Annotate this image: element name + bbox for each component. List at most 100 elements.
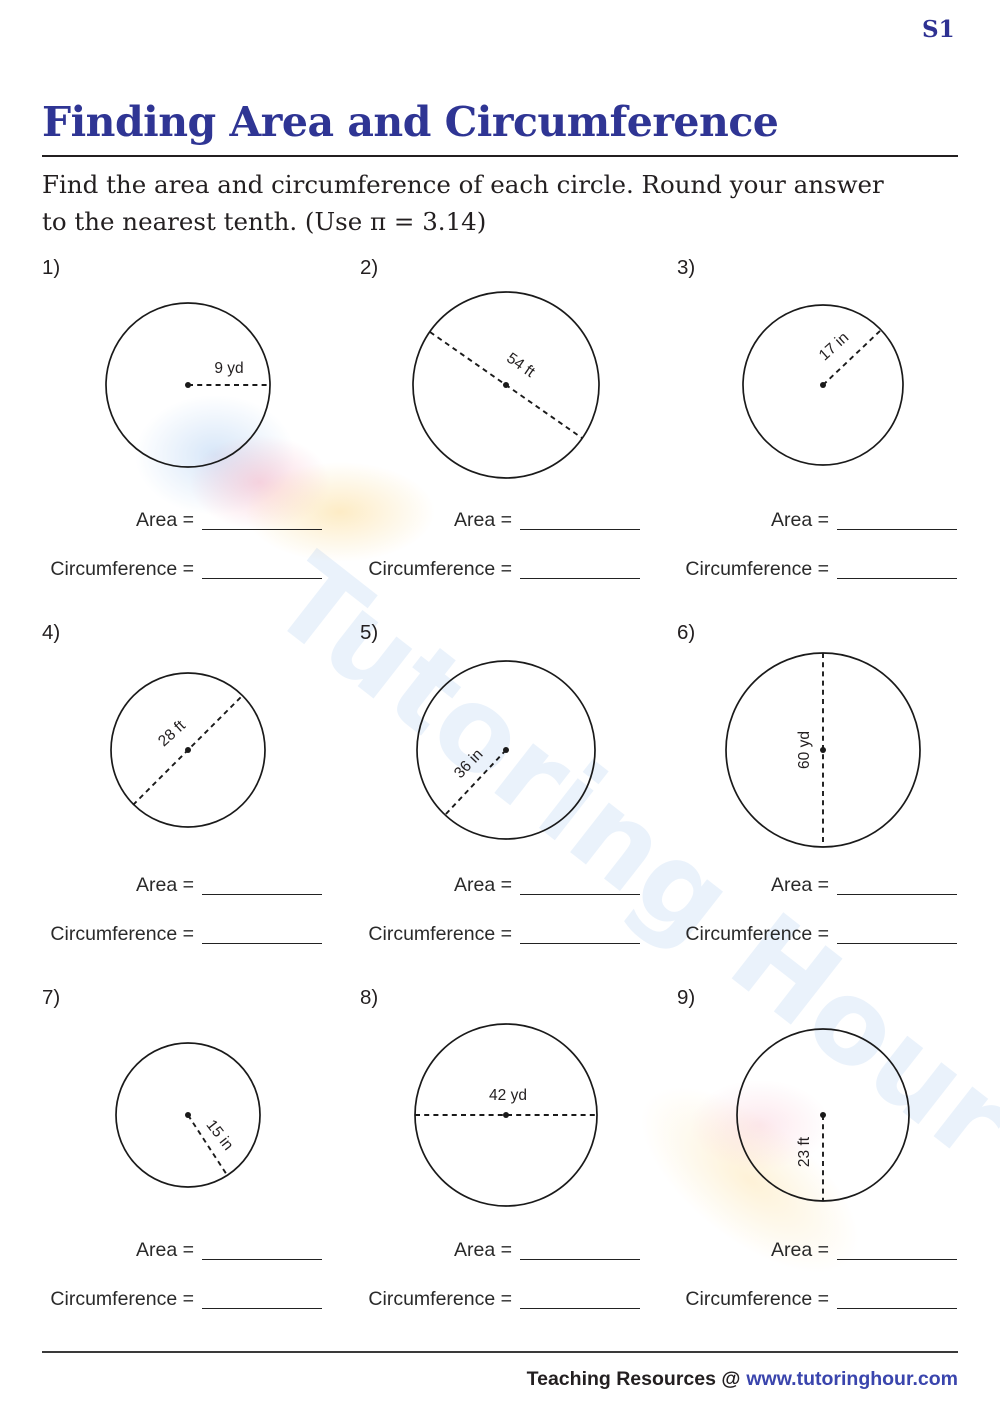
area-label: Area = <box>136 509 194 531</box>
circumference-row: Circumference = <box>348 557 640 581</box>
radius-line <box>444 749 507 816</box>
area-label: Area = <box>136 874 194 896</box>
area-label: Area = <box>454 874 512 896</box>
circle-outline <box>742 304 904 466</box>
area-answer-line <box>837 877 957 895</box>
area-row: Area = <box>348 873 640 897</box>
center-dot <box>503 747 509 753</box>
measurement-label: 9 yd <box>214 360 243 377</box>
circumference-row: Circumference = <box>30 922 322 946</box>
area-row: Area = <box>348 1238 640 1262</box>
area-row: Area = <box>30 873 322 897</box>
measurement-label: 28 ft <box>155 717 189 750</box>
problem-5: 5) 36 in Area = Circumference = <box>348 617 664 977</box>
circumference-label: Circumference = <box>685 923 829 945</box>
circumference-label: Circumference = <box>368 1288 512 1310</box>
problem-3-figure: 17 in <box>742 304 904 466</box>
problem-9-figure: 23 ft <box>736 1028 910 1202</box>
circle-outline <box>115 1042 261 1188</box>
circumference-answer-line <box>520 1291 640 1309</box>
area-label: Area = <box>771 874 829 896</box>
circumference-label: Circumference = <box>368 923 512 945</box>
area-answer-line <box>520 512 640 530</box>
circumference-row: Circumference = <box>665 557 957 581</box>
circumference-answer-line <box>202 1291 322 1309</box>
problem-3: 3) 17 in Area = Circumference = <box>665 252 981 612</box>
measurement-label: 36 in <box>451 746 487 782</box>
version-badge: S1 <box>922 16 955 43</box>
problem-3-number: 3) <box>677 256 696 279</box>
problem-4-number: 4) <box>42 621 61 644</box>
radius-line <box>822 329 882 386</box>
area-answer-line <box>837 1242 957 1260</box>
area-label: Area = <box>454 509 512 531</box>
problem-7-number: 7) <box>42 986 61 1009</box>
problem-5-number: 5) <box>360 621 379 644</box>
problem-4: 4) 28 ft Area = Circumference = <box>30 617 346 977</box>
problem-9-number: 9) <box>677 986 696 1009</box>
area-row: Area = <box>348 508 640 532</box>
footer-credit-text: Teaching Resources @ <box>526 1368 741 1390</box>
footer-website-link[interactable]: www.tutoringhour.com <box>746 1368 958 1390</box>
center-dot <box>185 1112 191 1118</box>
problem-8-figure: 42 yd <box>414 1023 598 1207</box>
circumference-label: Circumference = <box>368 558 512 580</box>
area-row: Area = <box>30 1238 322 1262</box>
problem-6-number: 6) <box>677 621 696 644</box>
problem-2: 2) 54 ft Area = Circumference = <box>348 252 664 612</box>
area-row: Area = <box>665 1238 957 1262</box>
circumference-row: Circumference = <box>665 922 957 946</box>
instructions-line-2: to the nearest tenth. (Use π = 3.14) <box>42 207 487 236</box>
circumference-row: Circumference = <box>30 557 322 581</box>
measurement-label: 17 in <box>816 329 852 364</box>
circumference-answer-line <box>202 561 322 579</box>
problem-8: 8) 42 yd Area = Circumference = <box>348 982 664 1342</box>
problem-4-figure: 28 ft <box>110 672 266 828</box>
problem-8-number: 8) <box>360 986 379 1009</box>
instructions-line-1: Find the area and circumference of each … <box>42 170 884 199</box>
circumference-answer-line <box>837 1291 957 1309</box>
circumference-answer-line <box>520 561 640 579</box>
area-label: Area = <box>771 509 829 531</box>
area-answer-line <box>202 1242 322 1260</box>
problem-2-figure: 54 ft <box>412 291 600 479</box>
circumference-answer-line <box>837 561 957 579</box>
area-answer-line <box>520 1242 640 1260</box>
circle-outline <box>105 302 271 468</box>
circumference-label: Circumference = <box>50 923 194 945</box>
circumference-row: Circumference = <box>665 1287 957 1311</box>
circle-outline <box>412 291 600 479</box>
circle-outline <box>416 660 596 840</box>
problem-2-number: 2) <box>360 256 379 279</box>
circle-outline <box>110 672 266 828</box>
center-dot <box>185 747 191 753</box>
measurement-label: 60 yd <box>796 731 813 769</box>
problem-6: 6) 60 yd Area = Circumference = <box>665 617 981 977</box>
area-label: Area = <box>771 1239 829 1261</box>
area-answer-line <box>520 877 640 895</box>
area-label: Area = <box>136 1239 194 1261</box>
center-dot <box>185 382 191 388</box>
measurement-label: 15 in <box>202 1117 236 1154</box>
circumference-label: Circumference = <box>685 558 829 580</box>
circumference-row: Circumference = <box>30 1287 322 1311</box>
problem-1: 1) 9 yd Area = Circumference = <box>30 252 346 612</box>
area-row: Area = <box>30 508 322 532</box>
center-dot <box>820 747 826 753</box>
page-title: Finding Area and Circumference <box>42 98 779 146</box>
center-dot <box>820 382 826 388</box>
problem-1-number: 1) <box>42 256 61 279</box>
problem-5-figure: 36 in <box>416 660 596 840</box>
measurement-label: 23 ft <box>796 1136 813 1167</box>
problem-7-figure: 15 in <box>115 1042 261 1188</box>
title-divider <box>42 155 958 157</box>
circumference-row: Circumference = <box>348 1287 640 1311</box>
area-answer-line <box>837 512 957 530</box>
problem-9: 9) 23 ft Area = Circumference = <box>665 982 981 1342</box>
area-answer-line <box>202 877 322 895</box>
circumference-row: Circumference = <box>348 922 640 946</box>
circumference-answer-line <box>837 926 957 944</box>
instructions: Find the area and circumference of each … <box>42 166 972 240</box>
area-answer-line <box>202 512 322 530</box>
